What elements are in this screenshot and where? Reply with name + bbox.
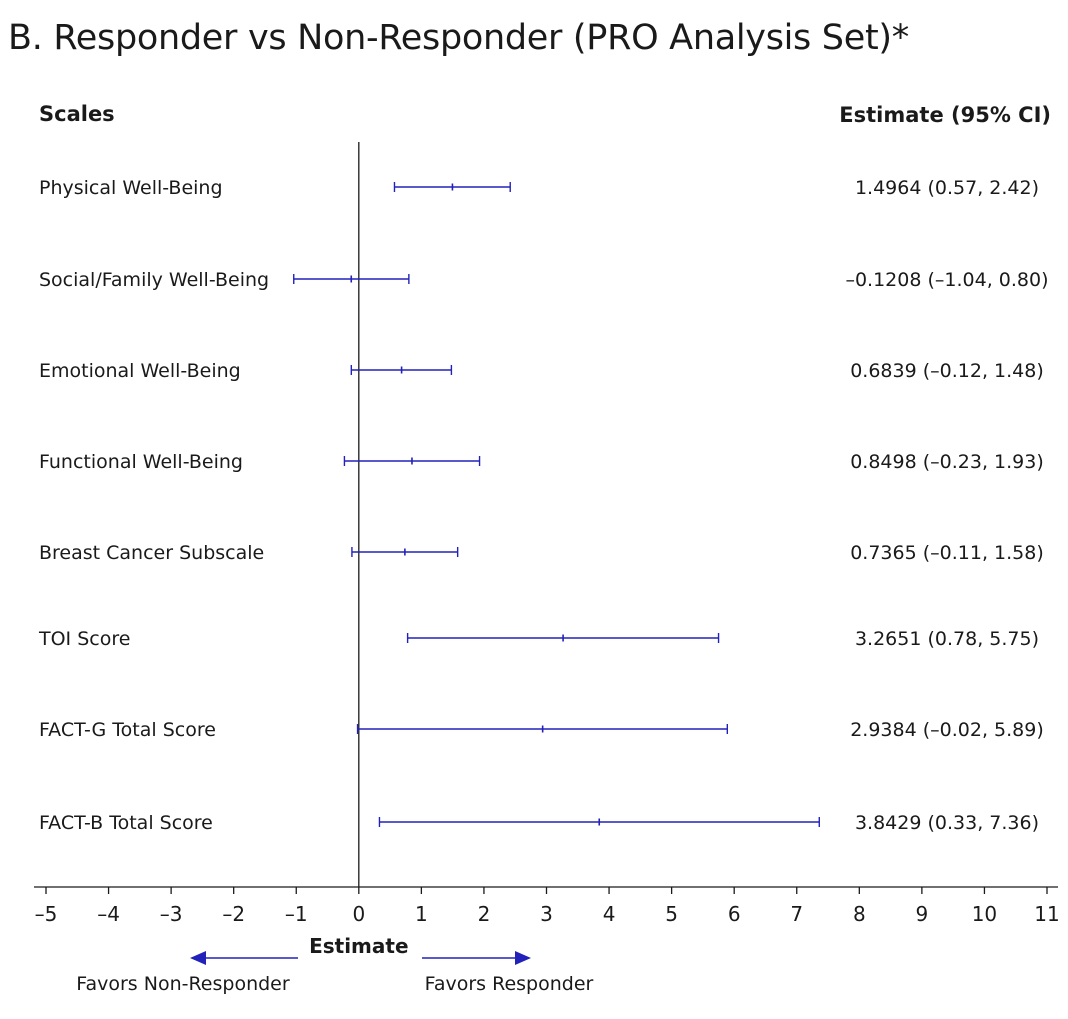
row-label: TOI Score [38, 628, 130, 650]
forest-row: TOI Score 3.2651 (0.78, 5.75) [38, 628, 1039, 650]
row-label: FACT-B Total Score [39, 812, 213, 834]
estimate-ci-label: 0.8498 (–0.23, 1.93) [850, 451, 1044, 473]
x-tick-label: –5 [35, 902, 58, 926]
x-tick-label: 10 [972, 902, 997, 926]
x-tick-label: 7 [790, 902, 803, 926]
x-tick-label: –1 [285, 902, 308, 926]
x-tick-label: 2 [478, 902, 491, 926]
estimate-ci-label: 0.7365 (–0.11, 1.58) [850, 542, 1044, 564]
row-label: Social/Family Well-Being [39, 269, 269, 291]
estimate-ci-label: 3.8429 (0.33, 7.36) [855, 812, 1039, 834]
x-tick-label: 6 [728, 902, 741, 926]
forest-rows: Physical Well-Being 1.4964 (0.57, 2.42) So… [38, 177, 1049, 834]
direction-indicators: Favors Non-Responder Favors Responder [76, 951, 594, 995]
row-label: Breast Cancer Subscale [39, 542, 264, 564]
scales-header: Scales [39, 102, 115, 126]
forest-row: Functional Well-Being 0.8498 (–0.23, 1.93… [39, 451, 1044, 473]
favors-non-responder-label: Favors Non-Responder [76, 973, 290, 995]
row-label: Emotional Well-Being [39, 360, 241, 382]
favors-responder-label: Favors Responder [425, 973, 594, 995]
forest-row: Breast Cancer Subscale 0.7365 (–0.11, 1.5… [39, 542, 1044, 564]
x-tick-label: 3 [540, 902, 553, 926]
estimate-ci-label: –0.1208 (–1.04, 0.80) [845, 269, 1048, 291]
estimate-header: Estimate (95% CI) [839, 103, 1051, 127]
x-tick-label: 1 [415, 902, 428, 926]
x-tick-label: 9 [916, 902, 929, 926]
chart-title: B. Responder vs Non-Responder (PRO Analy… [8, 18, 909, 58]
column-headers: Scales Estimate (95% CI) [39, 102, 1051, 127]
x-tick-label: 5 [665, 902, 678, 926]
x-axis-title: Estimate [309, 934, 408, 958]
row-label: Functional Well-Being [39, 451, 243, 473]
estimate-ci-label: 3.2651 (0.78, 5.75) [855, 628, 1039, 650]
x-axis: –5 –4 –3 –2 –1 0 1 2 3 4 5 6 7 8 9 10 11 [34, 886, 1060, 926]
x-tick-label: –4 [97, 902, 120, 926]
x-tick-label: 4 [603, 902, 616, 926]
x-tick-label: –2 [222, 902, 245, 926]
x-tick-label: –3 [160, 902, 183, 926]
forest-row: Social/Family Well-Being –0.1208 (–1.04, … [39, 269, 1049, 291]
forest-row: Physical Well-Being 1.4964 (0.57, 2.42) [39, 177, 1039, 199]
estimate-ci-label: 0.6839 (–0.12, 1.48) [850, 360, 1044, 382]
right-arrow-head [515, 951, 531, 965]
x-tick-label: 11 [1034, 902, 1059, 926]
forest-row: Emotional Well-Being 0.6839 (–0.12, 1.48) [39, 360, 1044, 382]
forest-row: FACT-B Total Score 3.8429 (0.33, 7.36) [39, 812, 1039, 834]
forest-row: FACT-G Total Score 2.9384 (–0.02, 5.89) [39, 719, 1044, 741]
row-label: Physical Well-Being [39, 177, 223, 199]
row-label: FACT-G Total Score [39, 719, 216, 741]
estimate-ci-label: 2.9384 (–0.02, 5.89) [850, 719, 1044, 741]
x-tick-label: 8 [853, 902, 866, 926]
x-tick-label: 0 [352, 902, 365, 926]
left-arrow-head [190, 951, 206, 965]
estimate-ci-label: 1.4964 (0.57, 2.42) [855, 177, 1039, 199]
